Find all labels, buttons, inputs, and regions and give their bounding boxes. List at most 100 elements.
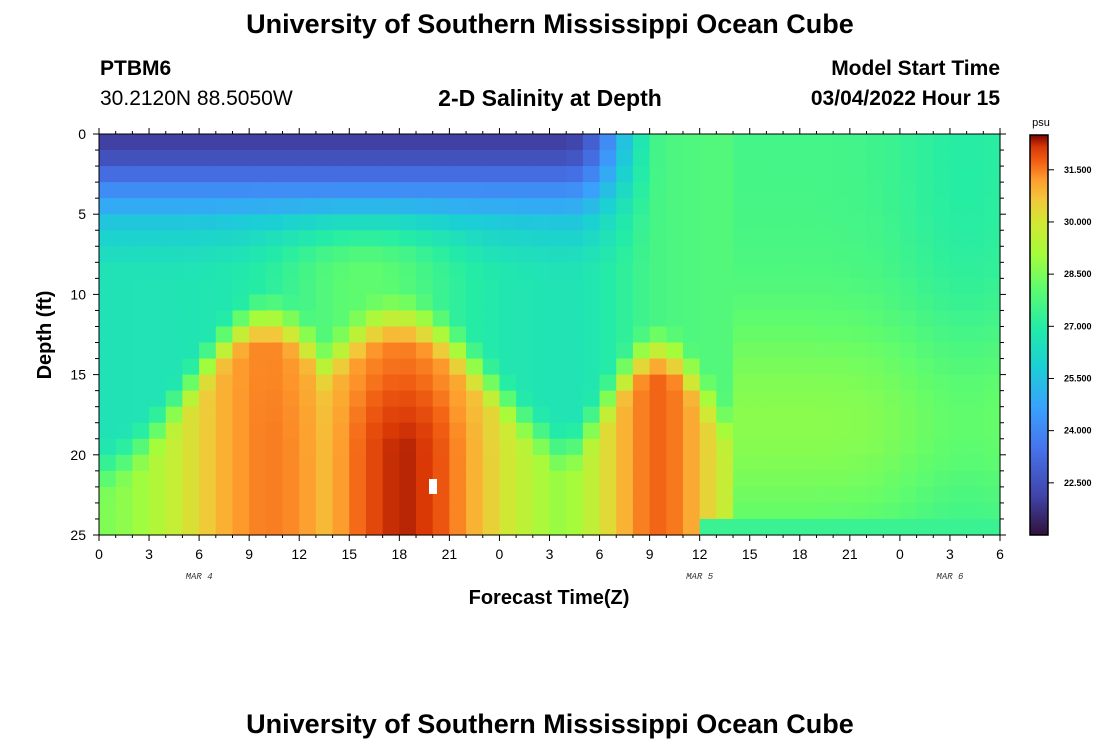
- heatmap-cell: [899, 262, 918, 279]
- heatmap-cell: [682, 182, 701, 199]
- heatmap-cell: [666, 246, 684, 263]
- heatmap-cell: [816, 438, 834, 456]
- heatmap-cell: [416, 198, 434, 215]
- heatmap-cell: [482, 278, 501, 295]
- heatmap-cell: [132, 454, 150, 472]
- heatmap-cell: [566, 502, 584, 520]
- heatmap-cell: [599, 182, 617, 199]
- heatmap-cell: [282, 278, 300, 295]
- heatmap-cell: [616, 438, 634, 456]
- heatmap-cell: [382, 502, 400, 520]
- heatmap-cell: [99, 374, 117, 392]
- date-label: MAR 6: [936, 572, 964, 582]
- heatmap-cell: [482, 326, 501, 344]
- heatmap-cell: [249, 502, 267, 520]
- heatmap-cell: [182, 470, 200, 488]
- heatmap-cell: [916, 518, 934, 536]
- heatmap-cell: [699, 310, 717, 328]
- heatmap-cell: [599, 166, 617, 183]
- heatmap-cell: [682, 486, 701, 504]
- heatmap-cell: [282, 486, 300, 504]
- heatmap-cell: [616, 246, 634, 263]
- heatmap-cell: [265, 374, 284, 392]
- heatmap-cell: [182, 438, 200, 456]
- heatmap-cell: [632, 454, 651, 472]
- heatmap-cell: [966, 182, 984, 199]
- heatmap-cell: [716, 310, 734, 328]
- heatmap-cell: [99, 310, 117, 328]
- heatmap-cell: [933, 230, 951, 247]
- heatmap-cell: [532, 166, 551, 183]
- heatmap-cell: [499, 182, 517, 199]
- x-tick-label: 6: [596, 546, 604, 562]
- heatmap-cell: [115, 294, 133, 312]
- heatmap-cell: [966, 470, 984, 488]
- heatmap-cell: [799, 486, 818, 504]
- heatmap-cell: [449, 374, 467, 392]
- heatmap-cell: [382, 358, 400, 376]
- heatmap-cell: [816, 214, 834, 231]
- heatmap-cell: [783, 358, 801, 376]
- heatmap-cell: [899, 358, 918, 376]
- heatmap-cell: [115, 342, 133, 360]
- heatmap-cell: [682, 262, 701, 279]
- heatmap-cell: [883, 278, 901, 295]
- heatmap-cell: [282, 262, 300, 279]
- heatmap-cell: [966, 374, 984, 392]
- heatmap-cell: [866, 422, 884, 440]
- heatmap-cell: [516, 358, 534, 376]
- heatmap-cell: [566, 358, 584, 376]
- heatmap-cell: [199, 470, 217, 488]
- heatmap-cell: [632, 438, 651, 456]
- heatmap-cell: [966, 438, 984, 456]
- heatmap-cell: [466, 374, 484, 392]
- heatmap-cell: [132, 374, 150, 392]
- heatmap-cell: [983, 454, 1001, 472]
- heatmap-cell: [516, 278, 534, 295]
- heatmap-cell: [265, 502, 284, 520]
- heatmap-cell: [265, 406, 284, 424]
- heatmap-cell: [365, 342, 384, 360]
- heatmap-cell: [599, 230, 617, 247]
- heatmap-cell: [182, 518, 200, 536]
- heatmap-cell: [916, 502, 934, 520]
- heatmap-cell: [582, 246, 601, 263]
- heatmap-cell: [466, 326, 484, 344]
- heatmap-cell: [432, 406, 450, 424]
- heatmap-cell: [332, 198, 350, 215]
- heatmap-cell: [766, 182, 784, 199]
- heatmap-cell: [599, 134, 617, 151]
- heatmap-cell: [282, 182, 300, 199]
- heatmap-cell: [232, 406, 250, 424]
- heatmap-cell: [332, 246, 350, 263]
- heatmap-cell: [499, 134, 517, 151]
- heatmap-cell: [399, 502, 417, 520]
- heatmap-cell: [532, 182, 551, 199]
- heatmap-cell: [632, 230, 651, 247]
- heatmap-cell: [783, 422, 801, 440]
- heatmap-cell: [699, 294, 717, 312]
- heatmap-cell: [582, 214, 601, 231]
- heatmap-cell: [632, 358, 651, 376]
- heatmap-cell: [799, 390, 818, 408]
- heatmap-cell: [432, 454, 450, 472]
- heatmap-cell: [265, 198, 284, 215]
- heatmap-cell: [365, 470, 384, 488]
- x-axis: 0 3 6 9 12 15 18 21 0 3 6 9 12 15 18 21 0 3 6: [95, 128, 1004, 562]
- heatmap-cell: [365, 262, 384, 279]
- heatmap-cell: [682, 166, 701, 183]
- heatmap-cell: [599, 214, 617, 231]
- heatmap-cell: [382, 326, 400, 344]
- heatmap-cell: [599, 342, 617, 360]
- heatmap-cell: [282, 390, 300, 408]
- heatmap-cell: [649, 166, 667, 183]
- heatmap-cell: [549, 150, 567, 167]
- heatmap-cell: [182, 246, 200, 263]
- heatmap-cell: [365, 134, 384, 151]
- heatmap-cell: [349, 134, 367, 151]
- heatmap-cell: [916, 422, 934, 440]
- heatmap-cell: [215, 262, 234, 279]
- heatmap-cell: [966, 150, 984, 167]
- heatmap-cell: [466, 182, 484, 199]
- heatmap-cell: [799, 134, 818, 151]
